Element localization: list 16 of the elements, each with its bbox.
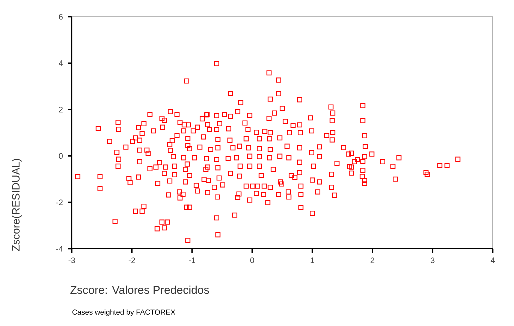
x-tick-label: -2 (128, 258, 136, 264)
y-tick-label: 4 (59, 60, 64, 66)
x-tick-label: 0 (250, 258, 254, 264)
x-axis-title: Zscore: Valores Predecidos (70, 286, 210, 294)
x-tick-label: 3 (430, 258, 435, 264)
y-tick-label: 0 (59, 153, 63, 160)
y-tick-label: 6 (59, 14, 63, 20)
x-tick-label: -1 (189, 258, 196, 264)
y-tick-label: 2 (59, 107, 63, 113)
x-tick-label: 4 (490, 258, 495, 264)
y-tick-label: -2 (56, 200, 63, 206)
x-tick-label: 2 (370, 258, 375, 264)
x-tick-label: -3 (68, 258, 76, 264)
x-tick-label: 1 (310, 258, 314, 264)
y-axis-title: Zscore(RESIDUAL) (12, 159, 22, 252)
y-tick-label: -4 (56, 246, 64, 252)
